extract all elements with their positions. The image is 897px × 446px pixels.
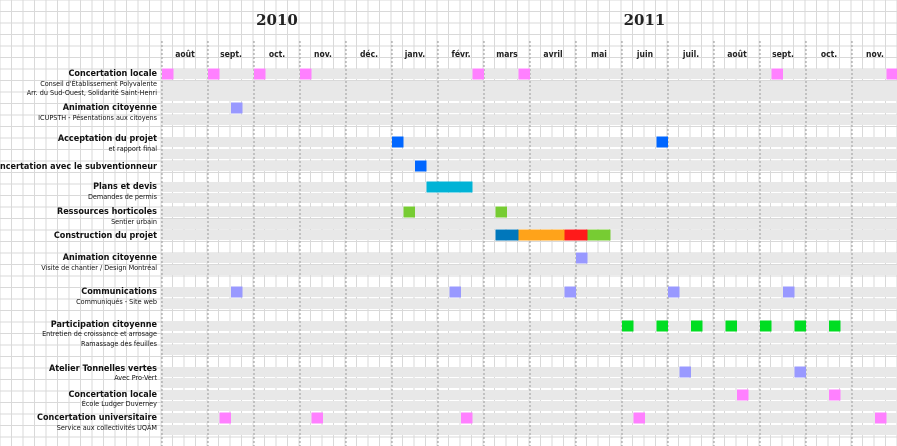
task-bar: [254, 68, 266, 80]
month-label: août: [175, 50, 195, 60]
year-labels: 2010 2011: [256, 11, 665, 29]
row-band: [162, 367, 897, 377]
row-band: [162, 299, 897, 309]
task-bar: [656, 136, 668, 148]
row-title: Atelier Tonnelles vertes: [49, 364, 157, 374]
task-bar: [886, 68, 897, 80]
month-label: mai: [591, 50, 607, 60]
month-label: mars: [496, 50, 518, 60]
task-bar: [633, 412, 645, 424]
task-bar: [679, 366, 691, 378]
task-bar: [300, 68, 312, 80]
month-label: avril: [543, 50, 562, 60]
row-subtitle: Service aux collectivités UQÀM: [57, 423, 157, 432]
task-bar: [794, 366, 806, 378]
row-title: Ressources horticoles: [57, 207, 157, 217]
task-bar: [564, 286, 576, 298]
task-bar: [449, 286, 461, 298]
month-separators: [161, 41, 853, 446]
task-bar: [518, 68, 530, 80]
task-bar: [737, 389, 749, 401]
task-bar: [829, 389, 841, 401]
row-subtitle: Visite de chantier / Design Montréal: [41, 263, 157, 272]
task-bar: [403, 206, 415, 218]
row-subtitle: Entretien de croissance et arrosage: [42, 329, 157, 338]
month-label: nov.: [314, 50, 332, 60]
task-bar: [668, 286, 680, 298]
row-title: Concertation locale: [68, 69, 157, 79]
task-bar: [495, 206, 507, 218]
month-label: févr.: [452, 49, 471, 60]
row-subtitle: Sentier urbain: [111, 217, 157, 226]
row-band: [162, 287, 897, 297]
year-label: 2011: [624, 11, 666, 29]
task-bar: [656, 320, 668, 332]
month-label: oct.: [269, 50, 285, 60]
row-band: [162, 219, 897, 229]
row-subtitle: Avec Pro-Vert: [114, 373, 157, 382]
task-bar: [794, 320, 806, 332]
task-bar: [783, 286, 795, 298]
row-band: [162, 207, 897, 217]
row-subtitle: Ramassage des feuilles: [81, 339, 158, 348]
month-label: nov.: [866, 50, 884, 60]
month-label: janv.: [404, 50, 426, 60]
month-labels: août sept. oct. nov. déc. janv. févr. mars avril…: [175, 49, 884, 60]
row-subtitle: et rapport final: [108, 144, 157, 153]
task-bar: [875, 412, 887, 424]
task-bars: [162, 68, 897, 424]
month-label: août: [727, 50, 747, 60]
task-bar: [426, 181, 473, 193]
month-label: juin: [636, 50, 653, 60]
row-title: Communications: [81, 287, 157, 297]
task-bar: [231, 286, 243, 298]
task-bar: [691, 320, 703, 332]
row-band: [162, 103, 897, 113]
row-title: Plans et devis: [93, 182, 157, 192]
task-bar: [231, 102, 243, 114]
task-bar: [392, 136, 404, 148]
task-bar: [587, 229, 611, 241]
task-bar: [495, 229, 519, 241]
task-bar: [622, 320, 634, 332]
row-subtitle: Demandes de permis: [88, 192, 158, 201]
task-bar: [461, 412, 473, 424]
row-subtitle: Arr. du Sud-Ouest, Solidarité Saint-Henr…: [27, 88, 158, 97]
task-bar: [311, 412, 323, 424]
row-title: Animation citoyenne: [63, 103, 158, 113]
row-subtitle: Communiqués - Site web: [76, 297, 157, 306]
task-bar: [771, 68, 783, 80]
year-label: 2010: [256, 11, 298, 29]
month-label: sept.: [220, 50, 242, 60]
row-title: Acceptation du projet: [58, 134, 157, 144]
row-title: Participation citoyenne: [51, 320, 158, 330]
month-label: déc.: [360, 49, 378, 60]
row-title: Concertation locale: [68, 390, 157, 400]
row-title: Concertation universitaire: [37, 413, 157, 423]
row-title: Construction du projet: [54, 231, 157, 241]
row-subtitle: ICUPSTH - Pésentations aux citoyens: [38, 113, 157, 122]
row-band: [162, 91, 897, 101]
row-band: [162, 115, 897, 125]
task-bar: [162, 68, 174, 80]
row-title: Animation citoyenne: [63, 253, 158, 263]
month-label: juil.: [682, 50, 699, 60]
task-bar: [564, 229, 588, 241]
task-bar: [760, 320, 772, 332]
row-subtitle: Conseil d'Établissement Polyvalente: [40, 79, 157, 88]
task-bar: [415, 160, 427, 172]
task-bar: [829, 320, 841, 332]
task-bar: [518, 229, 565, 241]
task-bar: [219, 412, 231, 424]
task-bar: [472, 68, 484, 80]
task-bar: [208, 68, 220, 80]
month-label: oct.: [821, 50, 837, 60]
task-bar: [576, 252, 588, 264]
row-title: Concertation avec le subventionneur: [0, 162, 157, 172]
month-label: sept.: [772, 50, 794, 60]
row-subtitle: École Ludger Duverney: [82, 399, 157, 408]
task-bar: [725, 320, 737, 332]
